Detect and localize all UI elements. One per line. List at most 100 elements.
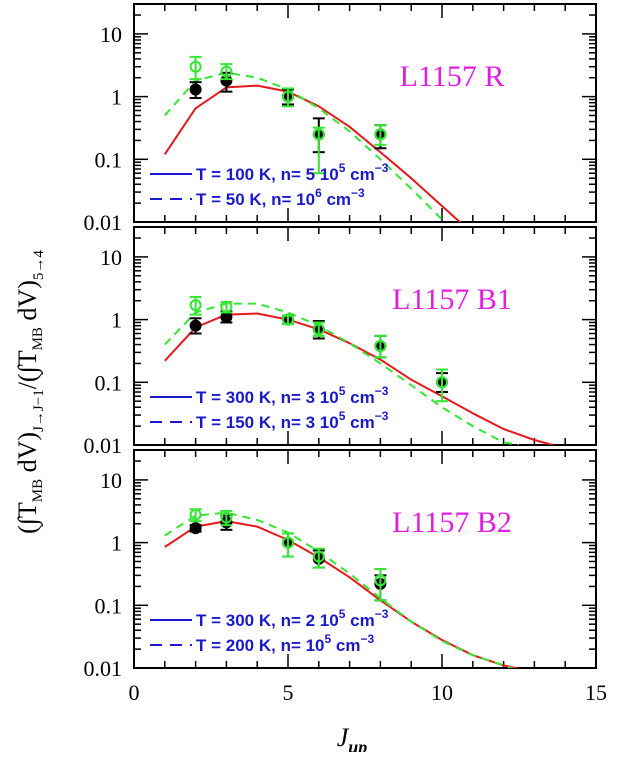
panel-frame <box>133 3 597 223</box>
y-tick-label: 1 <box>111 308 122 333</box>
panel-plot-area <box>164 295 554 445</box>
obs-green-point-marker <box>374 339 387 352</box>
obs-green-point-marker <box>282 313 294 326</box>
y-tick-label: 0.01 <box>84 433 123 458</box>
legend-text-unit-exp: −3 <box>375 409 389 423</box>
panel-label: L1157 B1 <box>392 283 512 316</box>
panel-label: L1157 R <box>400 60 505 93</box>
obs-green-point <box>282 87 294 108</box>
y-axis-title-open: (∫T <box>13 502 43 534</box>
legend-text-unit: cm <box>345 413 374 432</box>
y-tick-label: 0.1 <box>95 147 123 172</box>
x-axis-title: Jup <box>337 723 368 752</box>
panel-frame <box>133 449 597 669</box>
legend-text-unit-exp: −3 <box>375 384 389 398</box>
y-axis-title: (∫TMB dV)J→J−1/(∫TMB dV)5→4 <box>13 250 47 534</box>
obs-green-point-marker <box>220 511 233 524</box>
obs-green-point <box>220 509 233 527</box>
legend-text-exp: 5 <box>325 632 332 646</box>
legend-text-exp: 6 <box>315 186 322 200</box>
x-tick-label: 15 <box>585 680 607 705</box>
y-axis-title-sub-trans: J→J−1 <box>31 389 47 432</box>
y-tick-label: 10 <box>100 468 122 493</box>
obs-green-point <box>189 55 202 81</box>
obs-green-point-marker <box>374 128 387 141</box>
obs-green-point <box>282 532 294 558</box>
obs-black-point-marker <box>220 311 233 324</box>
obs-green-point <box>374 567 387 602</box>
obs-green-point <box>436 368 448 403</box>
obs-black-point-marker <box>189 83 202 96</box>
x-tick-label: 0 <box>129 680 140 705</box>
obs-green-point-marker <box>436 376 448 389</box>
obs-green-point <box>220 63 233 81</box>
legend-text-exp: 5 <box>339 607 346 621</box>
panel-frame <box>133 226 597 446</box>
model-solid-line <box>163 84 462 222</box>
legend-text-exp: 5 <box>339 384 346 398</box>
x-axis-title-sub: up <box>348 737 367 752</box>
panel-plot-area <box>164 508 520 668</box>
y-tick-label: 1 <box>111 531 122 556</box>
obs-green-point-marker <box>220 300 233 313</box>
legend-text: T = 50 K, n= 106 cm−3 <box>196 186 365 209</box>
legend-text: T = 200 K, n= 105 cm−3 <box>196 632 375 655</box>
obs-green-point-marker <box>189 299 202 312</box>
y-tick-label: 0.1 <box>95 370 123 395</box>
legend-text-unit-exp: −3 <box>375 607 389 621</box>
legend-text-unit-exp: −3 <box>361 632 375 646</box>
legend-text-unit: cm <box>331 636 360 655</box>
legend-text-exp: 5 <box>339 161 346 175</box>
legend-text-unit-exp: −3 <box>375 161 389 175</box>
obs-green-point-marker <box>374 574 387 587</box>
legend-text: T = 300 K, n= 3 105 cm−3 <box>196 384 389 407</box>
x-tick-label: 10 <box>431 680 453 705</box>
legend-text-unit: cm <box>345 388 374 407</box>
obs-black-point <box>189 81 202 100</box>
obs-green-point-marker <box>189 508 202 521</box>
obs-green-point <box>374 334 387 359</box>
y-axis-title-slash: /(∫T <box>13 350 43 389</box>
y-tick-label: 10 <box>100 22 122 47</box>
y-tick-label: 1 <box>111 85 122 110</box>
obs-green-point-marker <box>312 323 325 336</box>
legend-text-main: T = 100 K, n= 5 10 <box>196 165 339 184</box>
obs-black-point <box>189 522 202 535</box>
x-axis-title-main: J <box>337 723 350 752</box>
legend-text-unit-exp: −3 <box>351 186 365 200</box>
obs-green-point-marker <box>282 536 294 549</box>
panel-2: 0.01 0.1 1 10 L1157 B1 T = 300 K, n= 3 105 cm… <box>84 226 597 458</box>
obs-black-point-marker <box>189 319 202 332</box>
legend-text-unit: cm <box>322 190 351 209</box>
obs-green-point <box>312 547 325 569</box>
legend-text-exp: 5 <box>339 409 346 423</box>
obs-green-point <box>312 321 325 337</box>
legend-text-unit: cm <box>345 165 374 184</box>
legend-text-main: T = 300 K, n= 2 10 <box>196 611 339 630</box>
x-axis-layer: 0 5 10 15 <box>129 680 608 705</box>
obs-green-point-marker <box>312 128 325 141</box>
obs-green-point <box>220 300 233 314</box>
obs-black-point-marker <box>189 522 202 535</box>
legend-text-main: T = 150 K, n= 3 10 <box>196 413 339 432</box>
model-dashed-line <box>164 71 447 222</box>
obs-green-point <box>374 124 387 146</box>
panel-plot-area <box>163 55 462 222</box>
y-tick-label: 10 <box>100 245 122 270</box>
legend-text-main: T = 50 K, n= 10 <box>196 190 315 209</box>
y-tick-label: 0.1 <box>95 593 123 618</box>
legend-text: T = 100 K, n= 5 105 cm−3 <box>196 161 389 184</box>
legend-text-main: T = 300 K, n= 3 10 <box>196 388 339 407</box>
obs-green-point-marker <box>220 65 233 78</box>
legend-text-main: T = 200 K, n= 10 <box>196 636 325 655</box>
y-axis-title-mid2: dV) <box>13 280 42 327</box>
x-tick-label: 5 <box>283 680 294 705</box>
obs-green-point-marker <box>312 550 325 563</box>
y-axis-title-sub-ref: 5→4 <box>31 250 47 281</box>
obs-green-point-marker <box>189 60 202 73</box>
model-dashed-line <box>164 511 514 668</box>
